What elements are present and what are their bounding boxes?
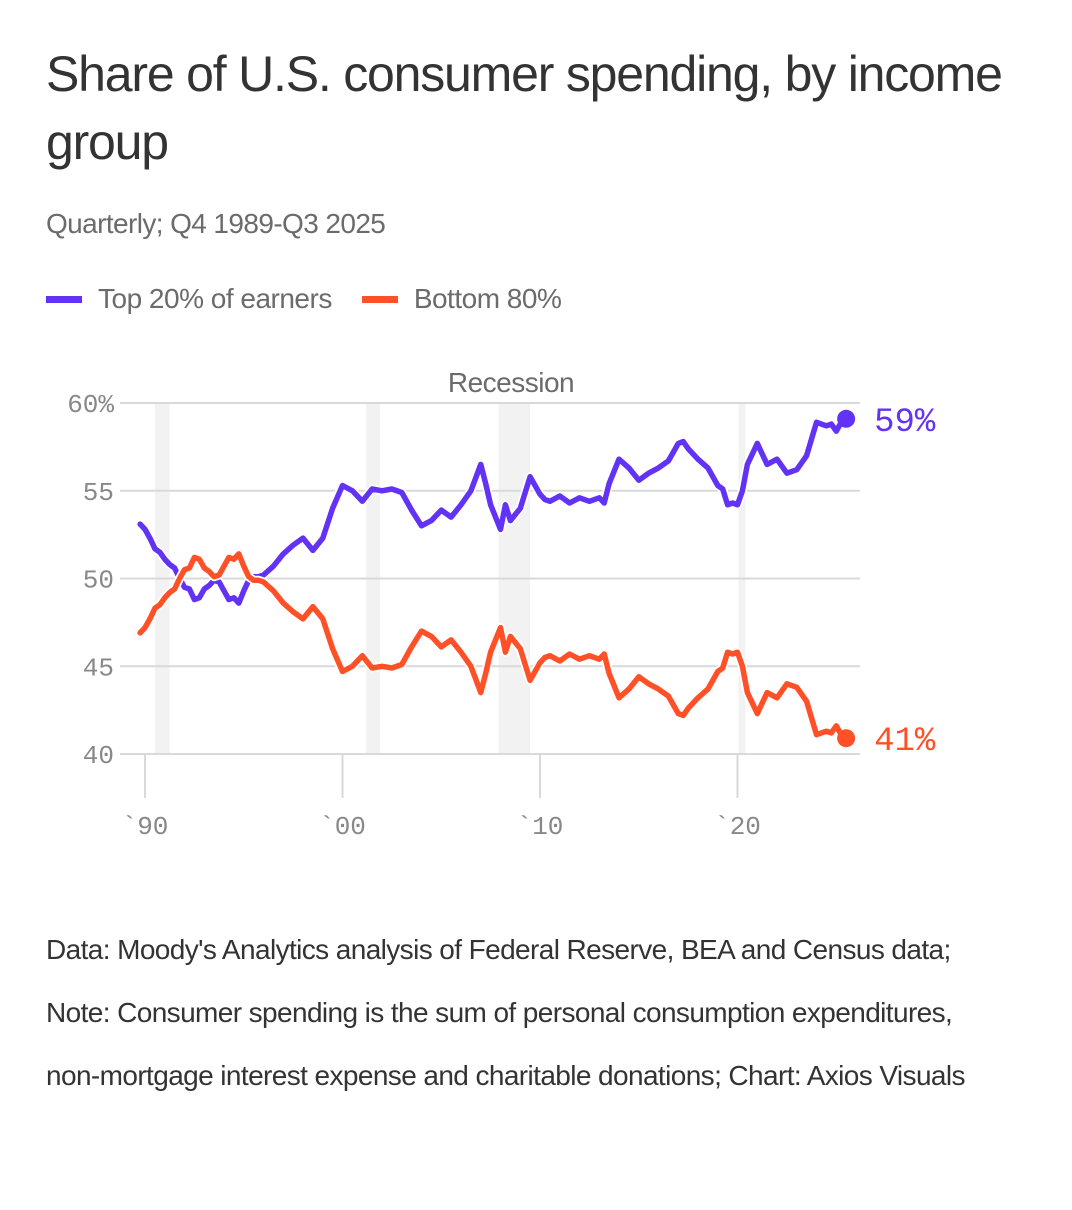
series [135,414,851,743]
y-tick-label: 40 [83,741,114,771]
series-line-bottom80 [137,551,849,741]
end-label-bottom80: 41% [874,723,936,761]
x-tick-label: `20 [714,812,761,842]
legend-item-bottom80: Bottom 80% [361,283,562,315]
y-tick-label: 50 [83,566,114,596]
end-labels: 59% 41% [837,404,936,761]
chart-title: Share of U.S. consumer spending, by inco… [46,46,1003,170]
y-tick-label: 60% [67,390,114,420]
end-marker-bottom80 [837,729,856,748]
x-tick-label: `00 [319,812,366,842]
y-tick-label: 55 [83,478,114,508]
legend-swatch-bottom80 [361,295,398,303]
x-tick-label: `90 [122,812,169,842]
chart-footer-source-note: Data: Moody's Analytics analysis of Fede… [46,934,966,1091]
series-line-top20 [137,416,849,606]
legend-label-top20: Top 20% of earners [98,283,332,314]
legend-label-bottom80: Bottom 80% [413,283,562,314]
recession-label: Recession [448,367,574,398]
line-chart: Recession 40 45 50 55 60% `90 `00 `10 `20 59% 41… [67,367,936,842]
chart-subtitle: Quarterly; Q4 1989-Q3 2025 [46,208,386,239]
legend-swatch-top20 [46,295,82,303]
y-tick-label: 45 [83,653,114,683]
legend-item-top20: Top 20% of earners [46,283,332,315]
end-marker-top20 [837,409,856,428]
x-axis: `90 `00 `10 `20 [122,754,761,842]
end-label-top20: 59% [874,404,936,442]
legend: Top 20% of earners Bottom 80% [46,283,591,315]
x-tick-label: `10 [517,812,564,842]
y-axis: 40 45 50 55 60% [67,390,114,771]
